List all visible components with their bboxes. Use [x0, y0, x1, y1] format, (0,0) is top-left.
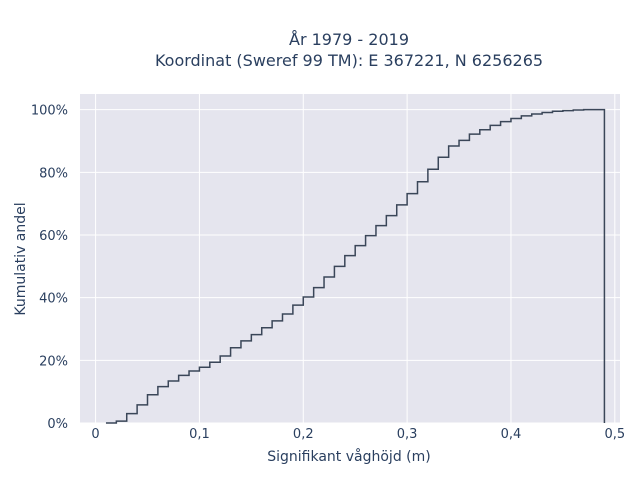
grid	[80, 94, 620, 424]
y-tick-label: 20%	[39, 354, 68, 369]
y-tick-label: 60%	[39, 229, 68, 244]
y-axis-title: Kumulativ andel	[13, 202, 29, 315]
y-tick-label: 40%	[39, 292, 68, 307]
x-tick-label: 0,4	[501, 427, 522, 442]
y-tick-label: 0%	[47, 417, 68, 432]
chart-title-line-2: Koordinat (Sweref 99 TM): E 367221, N 62…	[155, 51, 543, 70]
chart-title-line-1: År 1979 - 2019	[289, 30, 409, 49]
y-tick-label: 100%	[31, 104, 68, 119]
x-tick-label: 0,1	[189, 427, 210, 442]
x-tick-label: 0,5	[604, 427, 625, 442]
y-tick-label: 80%	[39, 166, 68, 181]
x-tick-label: 0,3	[397, 427, 418, 442]
x-tick-label: 0	[91, 427, 99, 442]
plot-background	[80, 94, 620, 423]
tick-labels: 0 0,1 0,2 0,3 0,4 0,5 0% 20% 40% 60% 80% 100%	[31, 104, 625, 442]
x-axis-title: Signifikant våghöjd (m)	[267, 448, 430, 465]
x-tick-label: 0,2	[293, 427, 314, 442]
series-step-line	[105, 108, 606, 424]
